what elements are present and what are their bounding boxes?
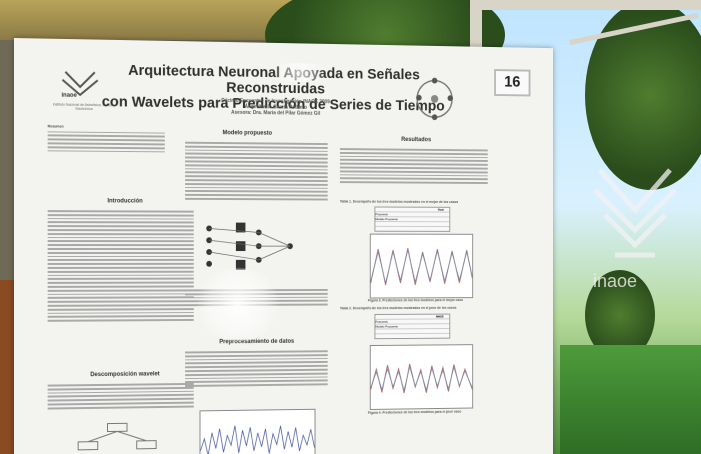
resumen-heading: Resumen bbox=[48, 124, 165, 130]
preproc-heading: Preprocesamiento de datos bbox=[200, 339, 314, 346]
modelo-body bbox=[185, 140, 328, 202]
table1-caption: Tabla 1. Desempeño de los tres modelos m… bbox=[340, 200, 488, 205]
network-graph-icon bbox=[412, 74, 458, 123]
resultados-body bbox=[340, 146, 488, 186]
poster: inaoe Instituto Nacional de Astrofísica,… bbox=[14, 38, 553, 454]
inaoe-glass-logo-icon: inaoe bbox=[585, 145, 685, 295]
preproc-plot bbox=[200, 409, 316, 454]
modelo-heading: Modelo propuesto bbox=[190, 130, 304, 137]
glass-logo-text: inaoe bbox=[593, 271, 637, 291]
intro-body bbox=[48, 208, 194, 324]
neural-diagram-icon bbox=[200, 217, 314, 276]
figure3-caption: Figura 3. Predicciones de los tres model… bbox=[368, 298, 506, 302]
resumen-block: Resumen bbox=[48, 124, 165, 154]
poster-number: 16 bbox=[494, 69, 530, 96]
results-table-2: NMSE Propuesto Modelo Propuesto bbox=[374, 314, 450, 340]
wavelet-heading: Descomposición wavelet bbox=[61, 371, 188, 378]
light-glare bbox=[195, 268, 281, 342]
wavelet-body bbox=[48, 381, 194, 411]
results-table-1: Real Propuesto Modelo Propuesto bbox=[374, 207, 450, 232]
window-frame-top bbox=[480, 0, 701, 10]
preproc-body bbox=[185, 348, 328, 389]
table2-caption: Tabla 2. Desempeño de los tres modelos m… bbox=[340, 306, 488, 311]
best-case-plot bbox=[370, 234, 473, 299]
grass bbox=[560, 345, 701, 454]
wavelet-tree-diagram bbox=[63, 421, 170, 454]
logo-label: inaoe bbox=[61, 93, 76, 99]
intro-heading: Introducción bbox=[71, 198, 178, 204]
worst-case-plot bbox=[370, 344, 473, 410]
figure4-caption: Figura 4. Predicciones de los tres model… bbox=[368, 409, 506, 415]
resultados-heading: Resultados bbox=[360, 137, 471, 144]
poster-subtitle: Décimo Encuentro de Investigación INAOE … bbox=[93, 96, 453, 118]
